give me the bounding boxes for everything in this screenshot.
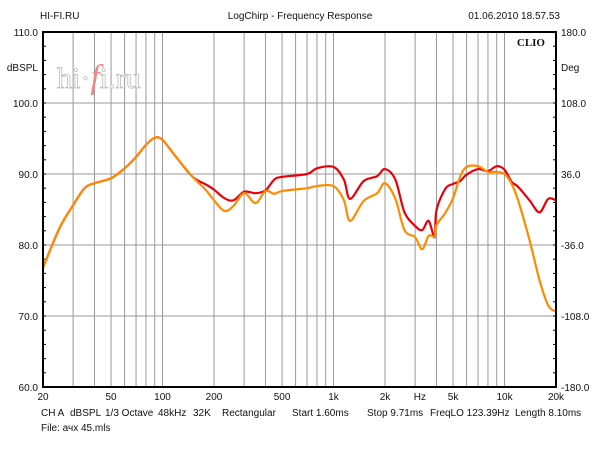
y-tick-label: 60.0 — [19, 383, 39, 394]
watermark-logo: hi·fi.ru — [57, 59, 141, 96]
param-item: 32K — [193, 408, 211, 419]
param-item: 1/3 Octave — [105, 408, 154, 419]
watermark-pre: hi· — [57, 62, 90, 95]
x-tick-label: 100 — [154, 392, 171, 403]
y-right-tick-label: -108.0 — [561, 312, 590, 323]
x-tick-label: 20k — [548, 392, 565, 403]
plot-frame — [42, 31, 557, 388]
y-right-tick-label: 180.0 — [561, 28, 586, 39]
measurement-params: CH A dBSPL 1/3 Octave 48kHz 32K Rectangular St… — [41, 408, 581, 419]
param-item: Start 1.60ms — [292, 408, 349, 419]
x-tick-label: 1k — [328, 392, 340, 403]
y-right-tick-label: 108.0 — [561, 99, 586, 110]
param-item: CH A — [41, 408, 65, 419]
param-item: Rectangular — [222, 408, 277, 419]
y-tick-label: 70.0 — [19, 312, 39, 323]
file-name: File: ачх 45.mls — [41, 423, 110, 434]
x-tick-label: 500 — [274, 392, 291, 403]
grid — [43, 31, 556, 388]
x-tick-label: 20 — [37, 392, 49, 403]
x-tick-label: 5k — [448, 392, 460, 403]
series-orange-line — [41, 136, 557, 313]
y-right-axis-label: Deg — [561, 63, 579, 74]
param-item: dBSPL — [70, 408, 102, 419]
x-tick-label: 50 — [105, 392, 117, 403]
param-item: Stop 9.71ms — [367, 408, 423, 419]
chart-title: LogChirp - Frequency Response — [228, 11, 373, 22]
header-site: HI-FI.RU — [40, 11, 79, 22]
param-item: Length 8.10ms — [515, 408, 581, 419]
watermark-post: i.ru — [100, 62, 141, 95]
y-right-tick-label: -36.0 — [561, 241, 584, 252]
y-tick-label: 110.0 — [14, 28, 39, 39]
x-tick-label: 2k — [380, 392, 392, 403]
y-right-tick-label: -180.0 — [561, 383, 590, 394]
param-item: FreqLO 123.39Hz — [430, 408, 510, 419]
x-unit-label: Hz — [414, 392, 426, 403]
x-tick-label: 10k — [496, 392, 513, 403]
clio-brand: CLIO — [517, 37, 546, 49]
curves — [41, 136, 557, 313]
series-red-line — [41, 136, 557, 269]
y-tick-label: 90.0 — [19, 170, 39, 181]
y-tick-label: 100.0 — [13, 99, 38, 110]
param-item: 48kHz — [158, 408, 186, 419]
x-tick-label: 200 — [206, 392, 223, 403]
y-tick-label: 80.0 — [19, 241, 39, 252]
y-right-tick-label: 36.0 — [561, 170, 581, 181]
y-axis-label: dBSPL — [7, 63, 39, 74]
header-datetime: 01.06.2010 18.57.53 — [468, 11, 560, 22]
